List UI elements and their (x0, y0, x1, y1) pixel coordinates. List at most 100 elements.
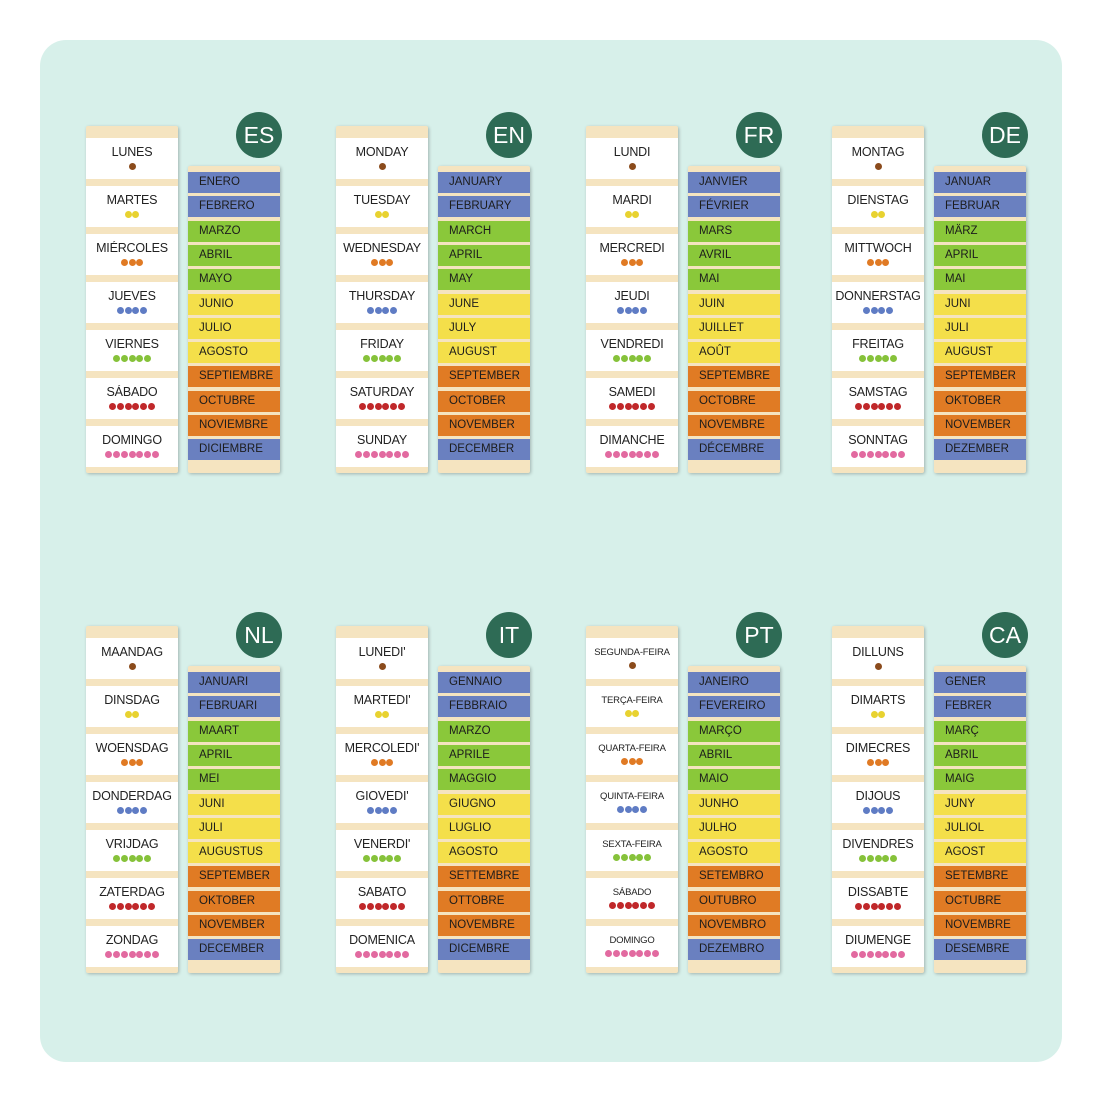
weekday-dot (112, 855, 120, 862)
month-row: AOÛT (688, 342, 780, 364)
weekday-dot (124, 211, 132, 218)
weekday-card: SATURDAY (336, 378, 428, 419)
weekday-dot (378, 951, 386, 958)
weekday-label: MONTAG (851, 145, 905, 159)
month-row: JANUARI (188, 672, 280, 693)
weekday-dot (882, 759, 890, 766)
weekday-dot (605, 451, 613, 458)
weekday-card: SAMSTAG (832, 378, 924, 419)
weekday-card: THURSDAY (336, 282, 428, 323)
weekday-dot (120, 759, 128, 766)
weekday-label: QUINTA-FEIRA (600, 791, 664, 802)
weekday-label: SAMSTAG (848, 385, 908, 399)
weekday-dot (878, 903, 886, 910)
weekday-dot (640, 806, 648, 813)
weekday-dot (374, 711, 382, 718)
weekday-dot (866, 951, 874, 958)
weekday-dots (832, 710, 924, 718)
weekday-label: DINSDAG (104, 693, 160, 707)
month-row: FEBRUAR (934, 196, 1026, 218)
weekday-dot (378, 163, 386, 170)
weekday-dot (128, 855, 136, 862)
month-row: OCTOBRE (688, 390, 780, 412)
month-row: JUILLET (688, 317, 780, 339)
weekday-dot (866, 855, 874, 862)
month-row: MARÇO (688, 720, 780, 742)
weekday-dots (586, 450, 678, 458)
language-group-ca: CA DILLUNS DIMARTS DIMECRES DIJOUS DIVENDRES D… (832, 612, 1052, 973)
weekday-card: DIVENDRES (832, 830, 924, 871)
weekday-dot (636, 259, 644, 266)
weekday-dot (874, 855, 882, 862)
weekday-dot (862, 807, 870, 814)
weekday-dot (632, 211, 640, 218)
weekday-dots (832, 806, 924, 814)
weekday-label: SÁBADO (106, 385, 158, 399)
weekday-card: JUEVES (86, 282, 178, 323)
weekday-card: DILLUNS (832, 638, 924, 679)
month-row: MAART (188, 720, 280, 742)
weekday-dot (620, 451, 628, 458)
weekday-dots (336, 806, 428, 814)
month-row: JUNI (188, 793, 280, 815)
weekday-dot (620, 758, 628, 765)
weekday-dot (878, 403, 886, 410)
weekday-dot (870, 307, 878, 314)
weekday-label: FREITAG (852, 337, 904, 351)
language-group-de: DE MONTAG DIENSTAG MITTWOCH DONNERSTAG FREITA… (832, 112, 1052, 473)
weekday-dot (874, 355, 882, 362)
weekday-label: LUNDI (613, 145, 651, 159)
weekday-label: MARTES (106, 193, 158, 207)
weekday-dot (620, 259, 628, 266)
month-row: SEPTEMBER (438, 366, 530, 388)
weekdays-strip: MAANDAG DINSDAG WOENSDAG DONDERDAG VRIJDAG ZA… (86, 626, 178, 973)
weekday-dot (890, 951, 898, 958)
weekday-dot (874, 451, 882, 458)
weekday-dots (86, 162, 178, 170)
weekday-dot (616, 307, 624, 314)
weekday-label: VENDREDI (600, 337, 664, 351)
weekday-card: DOMENICA (336, 926, 428, 967)
weekdays-strip: SEGUNDA-FEIRA TERÇA-FEIRA QUARTA-FEIRA QUIN… (586, 626, 678, 973)
weekday-dot (386, 451, 394, 458)
weekday-dots (336, 306, 428, 314)
weekday-dot (870, 711, 878, 718)
weekday-dots (86, 902, 178, 910)
weekday-dot (374, 211, 382, 218)
weekday-dot (124, 903, 132, 910)
weekday-dot (616, 806, 624, 813)
weekday-dot (651, 950, 659, 957)
weekday-label: DIVENDRES (842, 837, 914, 851)
weekday-dot (144, 451, 152, 458)
weekday-label: SUNDAY (357, 433, 407, 447)
weekday-dot (616, 902, 624, 909)
weekday-card: DIENSTAG (832, 186, 924, 227)
weekday-dot (382, 307, 390, 314)
weekday-label: SABATO (357, 885, 407, 899)
weekday-dot (355, 451, 363, 458)
weekday-dot (120, 855, 128, 862)
weekday-label: DIMECRES (845, 741, 911, 755)
language-badge: PT (736, 612, 782, 658)
month-row: JUNE (438, 293, 530, 315)
language-group-en: EN MONDAY TUESDAY WEDNESDAY THURSDAY FRIDAY SA… (336, 112, 556, 473)
weekday-label: SATURDAY (349, 385, 415, 399)
weekday-label: ZATERDAG (99, 885, 165, 899)
weekdays-strip: MONTAG DIENSTAG MITTWOCH DONNERSTAG FREITAG S… (832, 126, 924, 473)
weekday-dot (120, 951, 128, 958)
weekday-dots (586, 901, 678, 909)
weekday-dots (336, 354, 428, 362)
weekday-dot (878, 807, 886, 814)
month-row: ABRIL (934, 744, 1026, 766)
weekday-dot (644, 355, 652, 362)
month-row: JANUARY (438, 172, 530, 193)
weekday-dot (874, 163, 882, 170)
language-group-it: IT LUNEDI' MARTEDI' MERCOLEDI' GIOVEDI' VENER… (336, 612, 556, 973)
weekday-dot (882, 855, 890, 862)
month-row: NOVEMBER (188, 915, 280, 936)
weekday-dot (893, 903, 901, 910)
month-row: MARZO (438, 720, 530, 742)
weekday-dots (86, 710, 178, 718)
weekday-dot (636, 854, 644, 861)
month-row: FEBRUARY (438, 196, 530, 218)
